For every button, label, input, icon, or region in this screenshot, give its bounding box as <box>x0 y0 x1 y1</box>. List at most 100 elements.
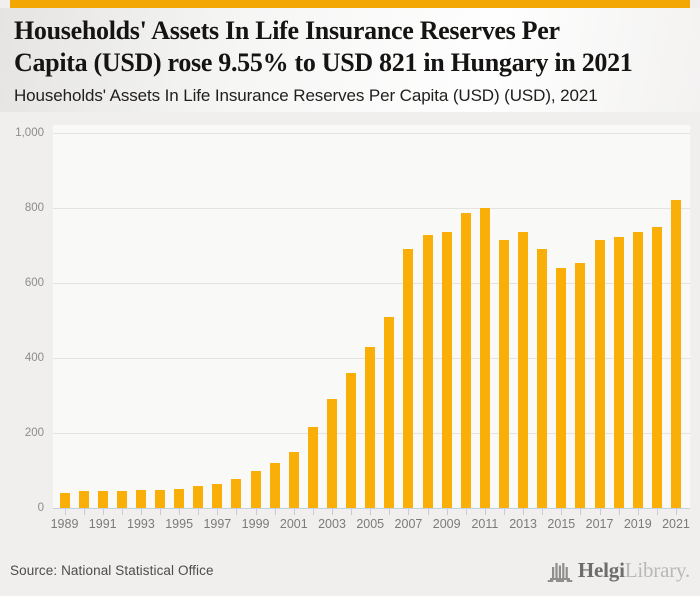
bar-2012[interactable] <box>499 240 509 508</box>
logo-text-library: Library. <box>624 558 690 582</box>
bar-1994[interactable] <box>155 490 166 508</box>
y-axis-label-0: 0 <box>37 502 44 514</box>
x-axis-tick-2011 <box>484 509 486 515</box>
bar-1989[interactable] <box>59 493 70 508</box>
x-axis-label-2001: 2001 <box>279 517 308 531</box>
gridline-1000 <box>53 133 690 134</box>
bar-1995[interactable] <box>174 489 185 508</box>
bar-2015[interactable] <box>556 268 567 508</box>
x-axis-tick-2015 <box>561 509 563 515</box>
x-axis-label-2015: 2015 <box>547 517 576 531</box>
x-axis-tick-2012 <box>504 509 505 515</box>
x-axis-label-1995: 1995 <box>165 517 194 531</box>
bar-2002[interactable] <box>307 427 318 508</box>
plot-area <box>53 125 690 509</box>
logo-text-helgi: Helgi <box>577 558 625 582</box>
x-axis-tick-2010 <box>465 509 467 515</box>
y-axis-label-1000: 1,000 <box>15 127 44 139</box>
bar-2011[interactable] <box>479 208 490 508</box>
y-axis-label-800: 800 <box>24 202 44 214</box>
bar-2017[interactable] <box>594 240 605 508</box>
gridline-600 <box>53 283 690 284</box>
x-axis-tick-2005 <box>370 509 372 515</box>
x-axis-tick-2014 <box>542 509 544 515</box>
bar-1990[interactable] <box>78 491 89 508</box>
bar-2005[interactable] <box>365 347 376 508</box>
x-axis-tick-2001 <box>293 509 295 515</box>
bar-2014[interactable] <box>537 249 548 508</box>
x-axis-label-1997: 1997 <box>203 517 232 531</box>
bar-2020[interactable] <box>651 227 662 508</box>
helgi-logo-icon <box>546 559 573 583</box>
x-axis-tick-2000 <box>274 509 276 515</box>
bar-2007[interactable] <box>403 249 414 508</box>
chart-header: Households' Assets In Life Insurance Res… <box>0 8 700 112</box>
x-axis-tick-1990 <box>83 509 85 515</box>
bar-2010[interactable] <box>460 213 471 508</box>
bar-2008[interactable] <box>422 235 433 508</box>
x-axis-tick-2002 <box>312 509 314 515</box>
x-axis-tick-2013 <box>523 509 525 515</box>
x-axis-label-2021: 2021 <box>662 517 690 531</box>
x-axis-tick-2004 <box>351 509 353 515</box>
page-title: Households' Assets In Life Insurance Res… <box>14 15 686 79</box>
x-axis-tick-2021 <box>675 509 677 515</box>
logo-wordmark: HelgiLibrary. <box>578 558 690 583</box>
x-axis-tick-1994 <box>160 509 162 515</box>
x-axis-tick-1993 <box>140 509 142 515</box>
bar-2018[interactable] <box>613 237 624 508</box>
x-axis-label-2005: 2005 <box>356 517 385 531</box>
bar-2004[interactable] <box>346 373 357 508</box>
bar-2001[interactable] <box>288 452 299 508</box>
bar-1996[interactable] <box>193 486 204 508</box>
x-axis-tick-2009 <box>446 509 448 515</box>
x-axis-label-1993: 1993 <box>127 517 155 531</box>
x-axis-tick-2006 <box>389 509 391 515</box>
x-axis-tick-2016 <box>580 509 582 515</box>
x-axis-tick-1995 <box>179 509 181 515</box>
bar-2006[interactable] <box>384 317 395 508</box>
source-label: Source: National Statistical Office <box>10 563 214 578</box>
y-axis-label-200: 200 <box>24 427 44 439</box>
y-axis-label-600: 600 <box>24 277 44 289</box>
x-axis-label-2003: 2003 <box>318 517 346 531</box>
x-axis-tick-2020 <box>656 509 658 515</box>
bar-1999[interactable] <box>250 471 261 508</box>
bar-2009[interactable] <box>441 232 452 508</box>
x-axis-label-1989: 1989 <box>50 517 79 531</box>
chart-area: 0 200 400 600 800 1,000 1989 1991 1993 1995 1997 19… <box>0 112 700 545</box>
bar-1991[interactable] <box>97 491 108 508</box>
bar-1992[interactable] <box>116 491 127 508</box>
page-title-line2: Capita (USD) rose 9.55% to USD 821 in Hu… <box>14 48 633 77</box>
bar-1997[interactable] <box>212 484 223 508</box>
bar-1998[interactable] <box>231 479 242 508</box>
bar-2016[interactable] <box>575 263 586 508</box>
x-axis-tick-2017 <box>599 509 601 515</box>
bar-2003[interactable] <box>327 399 338 508</box>
bar-2013[interactable] <box>518 232 529 508</box>
x-axis-label-2009: 2009 <box>432 517 461 531</box>
x-axis-label-2011: 2011 <box>471 517 499 531</box>
x-axis-label-2017: 2017 <box>585 517 614 531</box>
x-axis-tick-1989 <box>64 509 66 515</box>
helgi-library-logo[interactable]: HelgiLibrary. <box>546 558 690 583</box>
x-axis-tick-1998 <box>236 509 238 515</box>
x-axis-tick-1996 <box>198 509 200 515</box>
x-axis-tick-1992 <box>121 509 123 515</box>
bar-2019[interactable] <box>632 232 643 508</box>
bar-1993[interactable] <box>135 490 146 508</box>
x-axis-tick-1991 <box>102 509 104 515</box>
x-axis-tick-1997 <box>217 509 219 515</box>
bar-2021[interactable] <box>670 200 681 508</box>
page-title-line1: Households' Assets In Life Insurance Res… <box>14 16 560 45</box>
x-axis-label-2019: 2019 <box>623 517 652 531</box>
y-axis-label-400: 400 <box>24 352 44 364</box>
bar-2000[interactable] <box>269 463 280 508</box>
x-axis-tick-2008 <box>427 509 429 515</box>
x-axis-label-2007: 2007 <box>394 517 423 531</box>
gridline-800 <box>53 208 690 209</box>
x-axis-label-1999: 1999 <box>241 517 270 531</box>
x-axis-tick-1999 <box>255 509 257 515</box>
footer: Source: National Statistical Office <box>0 545 700 596</box>
